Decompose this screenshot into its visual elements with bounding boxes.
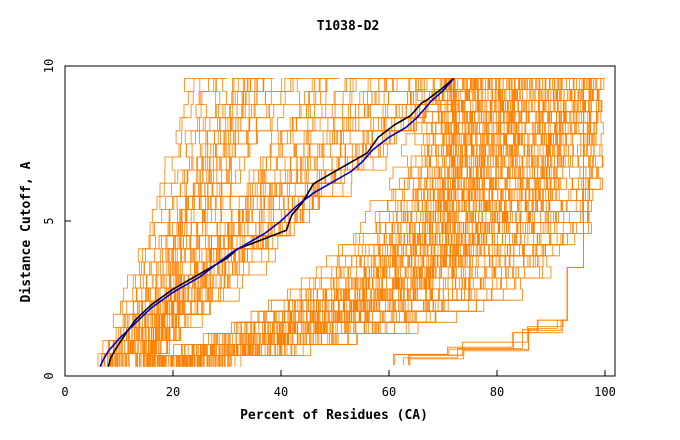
model-curve	[139, 78, 254, 367]
model-curves	[97, 78, 605, 367]
y-axis-ticks: 0 5 10	[42, 59, 71, 380]
model-curve	[408, 78, 584, 366]
model-curve	[101, 78, 340, 367]
model-curve	[122, 78, 374, 367]
y-axis-label: Distance Cutoff, A	[19, 161, 34, 302]
x-axis-label: Percent of Residues (CA)	[240, 408, 428, 423]
model-curve	[136, 78, 335, 367]
model-curve	[102, 78, 217, 367]
model-curve	[173, 78, 586, 367]
model-curve	[171, 78, 472, 367]
highlighted-curves	[99, 77, 455, 368]
x-tick-label: 60	[382, 385, 396, 399]
model-curve	[159, 78, 441, 367]
y-tick-label: 0	[42, 372, 56, 379]
x-tick-label: 100	[594, 385, 616, 399]
model-curve	[217, 78, 484, 367]
model-curve	[186, 78, 558, 367]
y-tick-label: 5	[42, 217, 56, 224]
x-tick-label: 20	[166, 385, 180, 399]
model-curve	[147, 78, 440, 367]
x-tick-label: 0	[61, 385, 68, 399]
x-tick-label: 80	[490, 385, 504, 399]
model-curve	[191, 78, 452, 367]
model-curve	[190, 78, 559, 367]
y-tick-label: 10	[42, 59, 56, 73]
x-axis-ticks: 0 20 40 60 80 100	[61, 370, 616, 399]
highlight-curve-blue	[99, 77, 455, 368]
highlight-curve-black	[107, 77, 455, 367]
x-tick-label: 40	[274, 385, 288, 399]
model-curve	[221, 78, 500, 367]
model-curve	[199, 78, 530, 367]
chart-title: T1038-D2	[317, 19, 380, 34]
